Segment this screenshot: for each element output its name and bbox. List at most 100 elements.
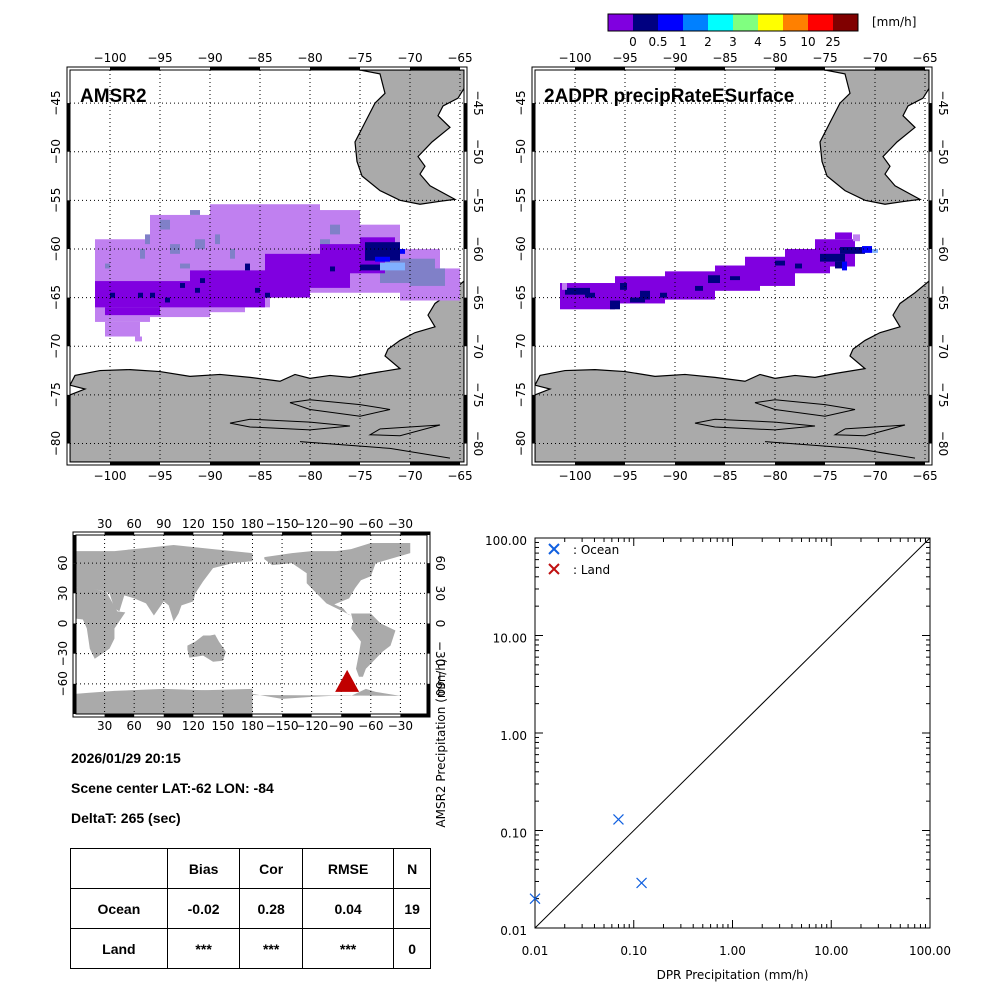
latitude-tick-label: −45 xyxy=(514,90,528,115)
stats-cell: *** xyxy=(301,928,395,969)
longitude-tick-label: −95 xyxy=(612,51,637,65)
precip-swath-cell xyxy=(610,300,620,310)
precip-swath-cell xyxy=(160,219,170,230)
latitude-tick-label: −65 xyxy=(49,285,63,310)
frame-bar xyxy=(410,67,460,70)
precip-swath-cell xyxy=(230,248,235,259)
precip-swath-cell xyxy=(380,262,405,271)
colorbar-swatch xyxy=(608,14,633,31)
colorbar-tick-label: 25 xyxy=(825,35,840,49)
frame-bar xyxy=(875,67,925,70)
dpr-map: −100 −100 −95 −95 −90 −90 −85 −85 −80 −80 −75 −75 −7… xyxy=(514,51,950,483)
x-tick-label: 0.10 xyxy=(620,944,647,958)
legend-label: : Ocean xyxy=(573,543,619,557)
frame-bar xyxy=(341,714,371,717)
frame-bar xyxy=(427,623,430,654)
data-point-ocean xyxy=(636,877,647,889)
y-tick-label: 10.00 xyxy=(493,632,527,646)
stats-header-cell: N xyxy=(393,848,431,889)
longitude-tick-label: −95 xyxy=(612,469,637,483)
globe-longitude-tick-label: 90 xyxy=(156,719,171,733)
globe-longitude-tick-label: −120 xyxy=(295,517,328,531)
data-point-ocean xyxy=(529,893,541,905)
globe-longitude-tick-label: 30 xyxy=(97,517,112,531)
x-tick-label: 10.00 xyxy=(814,944,848,958)
colorbar-swatch xyxy=(783,14,808,31)
longitude-tick-label: −80 xyxy=(762,469,787,483)
y-tick-label: 0.10 xyxy=(500,827,527,841)
globe-longitude-tick-label: −30 xyxy=(388,517,413,531)
longitude-tick-label: −100 xyxy=(94,51,127,65)
amsr2-map-title: AMSR2 xyxy=(80,86,147,107)
map-frame-outer xyxy=(531,66,933,466)
globe-longitude-tick-label: −30 xyxy=(388,719,413,733)
precip-swath-cell xyxy=(708,275,720,284)
frame-bar xyxy=(67,103,70,152)
globe-longitude-tick-label: −60 xyxy=(358,517,383,531)
colorbar-swatch xyxy=(833,14,858,31)
precip-swath-cell xyxy=(665,271,715,300)
x-tick-label: 100.00 xyxy=(909,944,951,958)
globe-latitude-tick-label: −30 xyxy=(56,641,70,666)
frame-bar xyxy=(427,683,430,714)
precip-swath-cell xyxy=(835,261,847,269)
precip-swath-cell xyxy=(410,268,445,286)
stats-cell: 0 xyxy=(393,928,431,969)
frame-bar xyxy=(929,103,932,152)
precip-swath-cell xyxy=(105,307,160,316)
longitude-tick-label: −90 xyxy=(662,469,687,483)
globe-latitude-tick-label: −60 xyxy=(433,671,447,696)
stats-row-land: Land *** *** *** 0 xyxy=(70,928,431,969)
map-area xyxy=(70,70,464,462)
globe-latitude-tick-label: −60 xyxy=(56,671,70,696)
antarctica-land xyxy=(70,280,464,462)
latitude-tick-label: −60 xyxy=(471,236,485,261)
delta-t-label: DeltaT: 265 (sec) xyxy=(71,810,181,826)
longitude-tick-label: −100 xyxy=(559,469,592,483)
colorbar-tick-label: 1 xyxy=(679,35,687,49)
frame-bar xyxy=(575,462,625,465)
frame-bar xyxy=(104,714,135,717)
latitude-tick-label: −45 xyxy=(471,90,485,115)
longitude-tick-label: −75 xyxy=(347,469,372,483)
longitude-tick-label: −85 xyxy=(712,51,737,65)
precip-swath-cell xyxy=(330,224,340,235)
globe-longitude-tick-label: −90 xyxy=(329,719,354,733)
scene-center-label: Scene center LAT:-62 LON: -84 xyxy=(71,780,274,796)
precip-swath-cell xyxy=(135,336,142,342)
precip-swath-cell xyxy=(165,297,170,303)
frame-bar xyxy=(163,714,194,717)
frame-bar xyxy=(427,563,430,594)
precip-swath-cell xyxy=(140,248,145,259)
latitude-tick-label: −65 xyxy=(471,285,485,310)
precip-swath-cell xyxy=(585,292,595,298)
frame-bar xyxy=(222,532,253,535)
frame-bar xyxy=(775,462,825,465)
precip-swath-cell xyxy=(105,321,140,337)
antarctica-east-land xyxy=(76,688,253,714)
precip-swath-cell xyxy=(820,253,845,262)
stats-header-cell: RMSE xyxy=(301,848,395,889)
x-tick-label: 1.00 xyxy=(719,944,746,958)
colorbar: 0 0.5 1 2 3 4 5 10 25 xyxy=(607,13,859,49)
frame-bar xyxy=(67,200,70,249)
one-to-one-line xyxy=(534,537,931,929)
stats-cell: Land xyxy=(70,928,168,969)
globe-longitude-tick-label: −150 xyxy=(266,719,299,733)
frame-bar xyxy=(73,535,76,564)
stats-cell: *** xyxy=(166,928,241,969)
longitude-tick-label: −90 xyxy=(197,469,222,483)
longitude-tick-label: −95 xyxy=(147,51,172,65)
frame-bar xyxy=(73,623,76,654)
frame-bar xyxy=(67,394,70,444)
frame-bar xyxy=(210,462,260,465)
precip-swath-cell xyxy=(640,290,650,300)
frame-bar xyxy=(110,462,160,465)
latitude-tick-label: −70 xyxy=(49,334,63,359)
longitude-tick-label: −100 xyxy=(559,51,592,65)
latitude-tick-label: −75 xyxy=(514,382,528,407)
globe-latitude-tick-label: 60 xyxy=(433,556,447,571)
precip-swath-cell xyxy=(245,263,250,271)
longitude-tick-label: −85 xyxy=(247,469,272,483)
